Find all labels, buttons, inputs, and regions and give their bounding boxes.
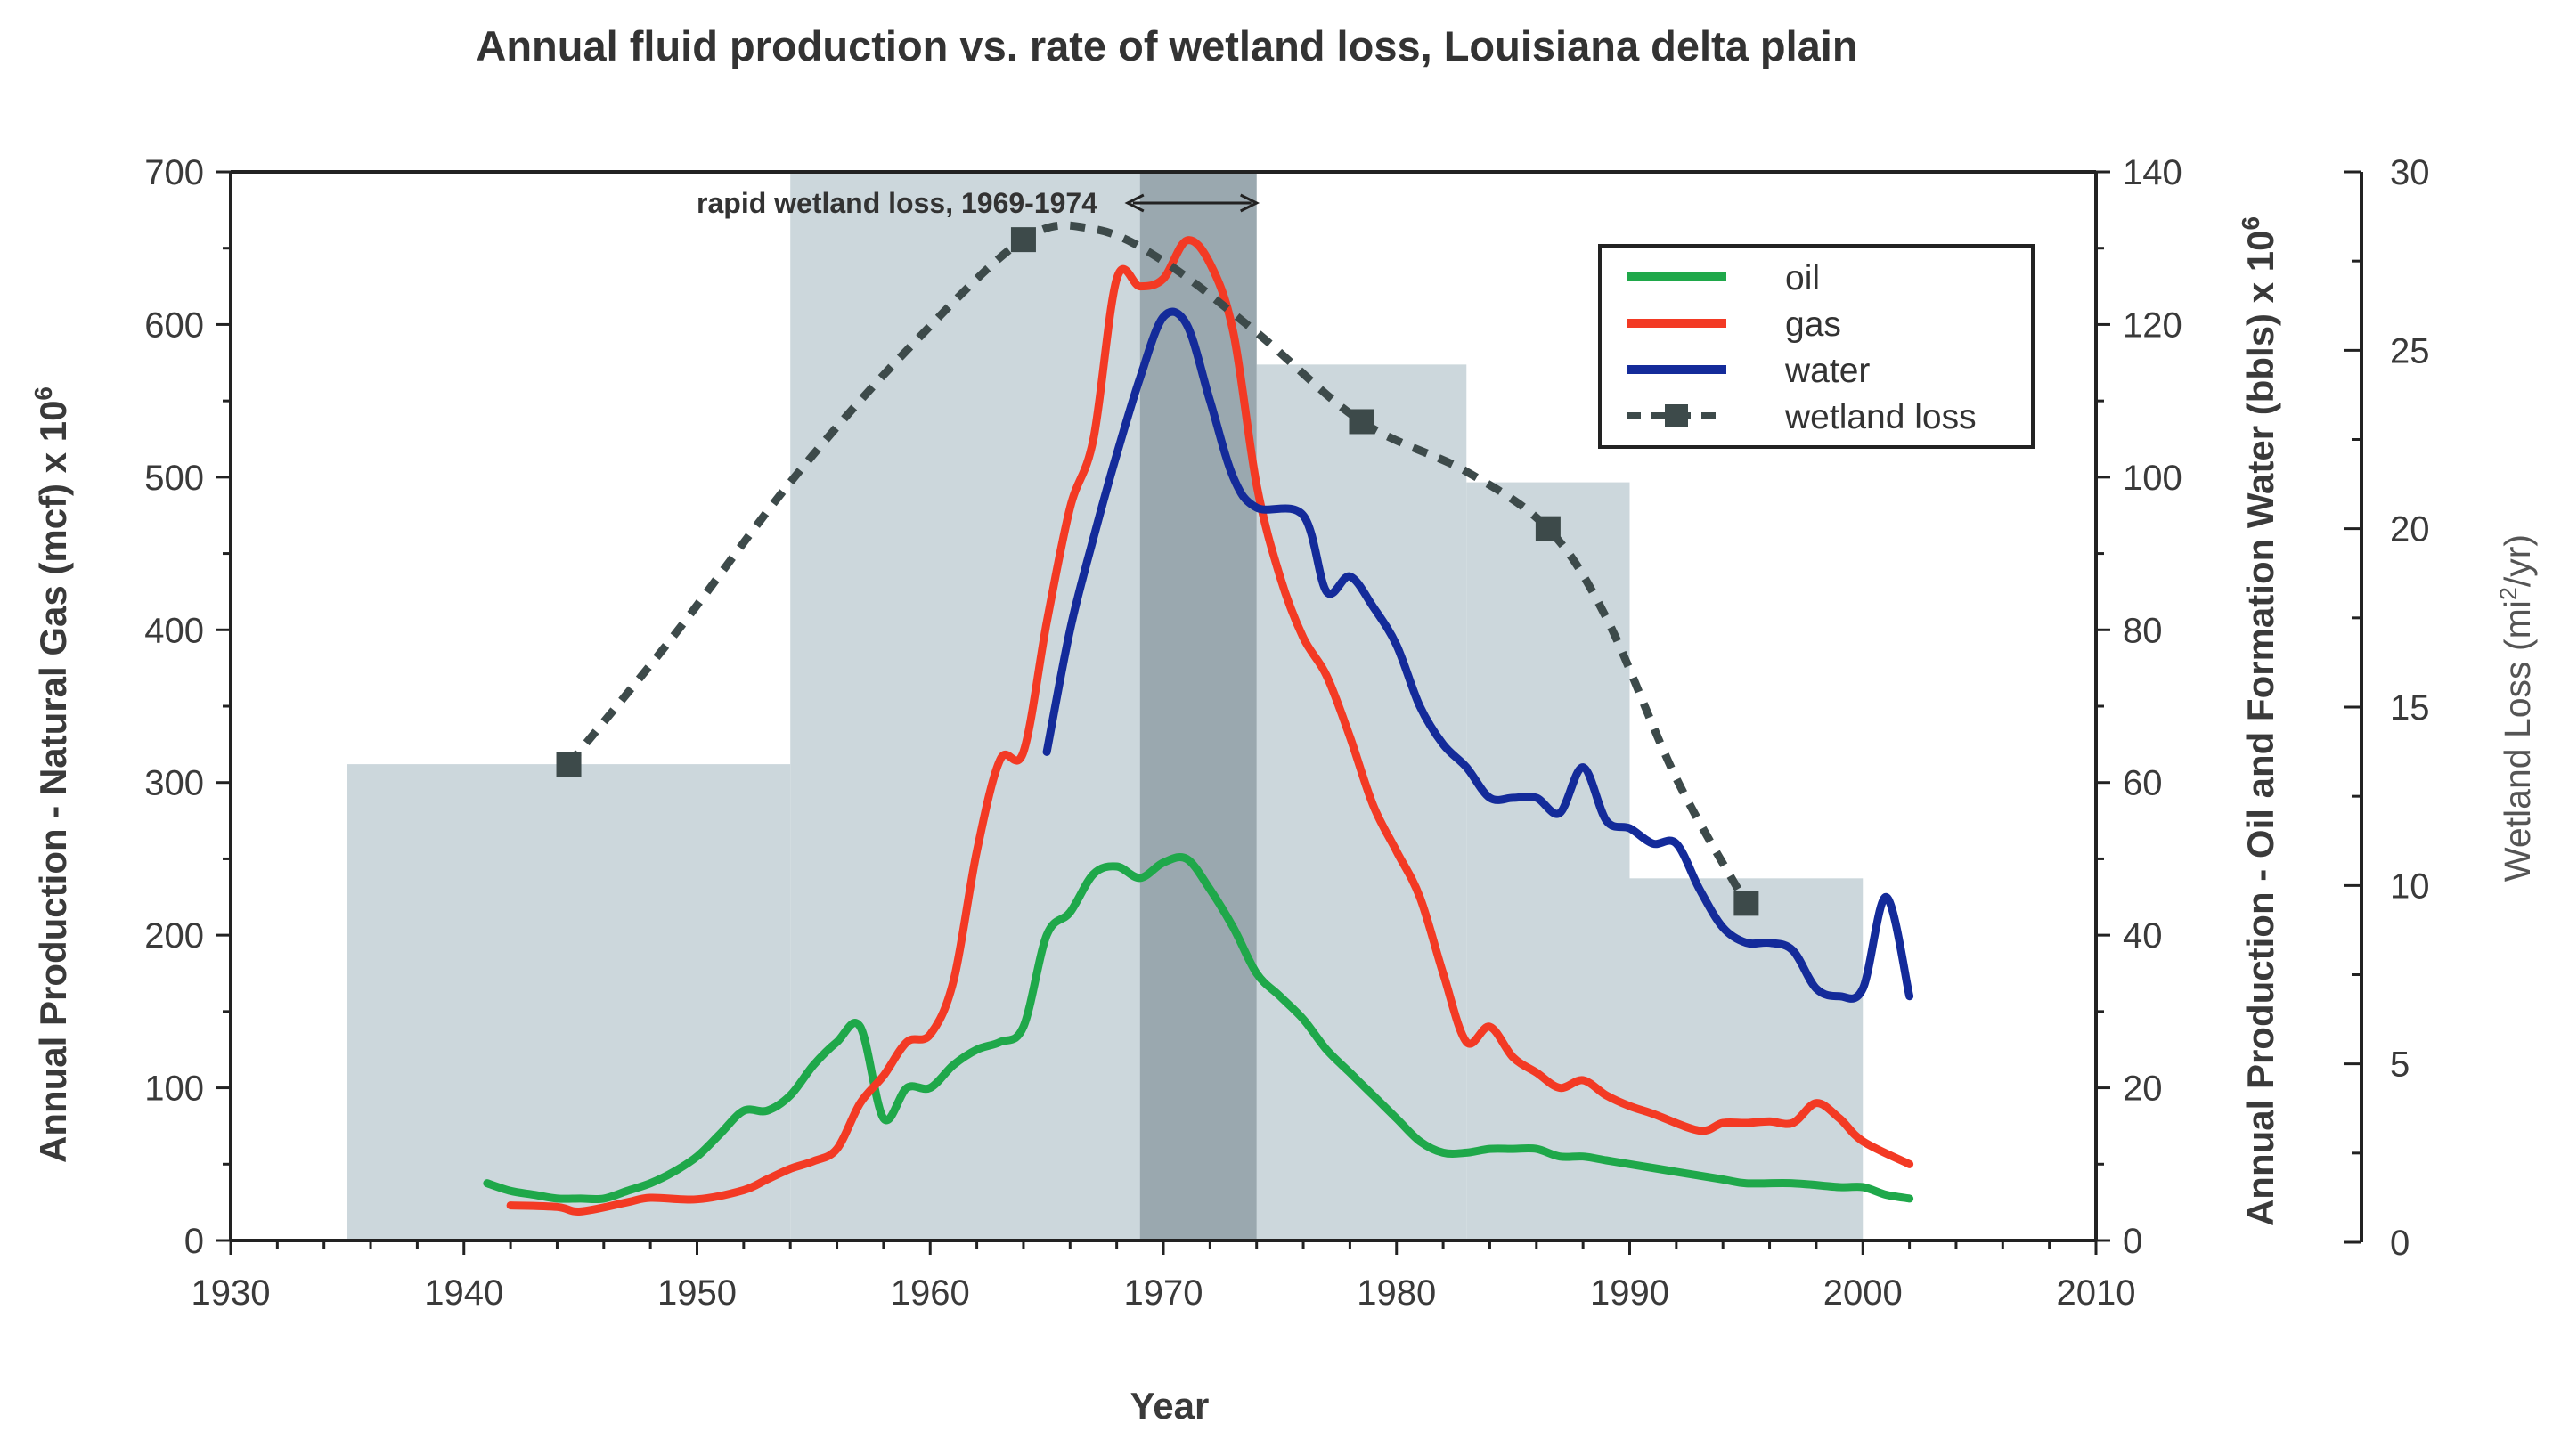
y-right-tick-label: 100	[2123, 459, 2182, 498]
series-line-water	[1042, 307, 1914, 1003]
y-axis-label-right-text: Annual Production - Oil and Formation Wa…	[2239, 231, 2281, 1227]
annotation-group: rapid wetland loss, 1969-1974	[697, 187, 1260, 219]
legend: oil gas water wetland loss	[1598, 244, 2035, 449]
x-tick-label: 2000	[1823, 1273, 1903, 1313]
tick-labels: 1930 1940 1950 1960 1970 1980 1990 2000 20100100…	[144, 153, 2429, 1313]
y-right-tick-label: 120	[2123, 305, 2182, 345]
wetland-loss-marker-0	[556, 752, 582, 777]
wetland-loss-marker-2	[1349, 409, 1374, 435]
y-right-tick-label: 80	[2123, 611, 2163, 650]
axes	[216, 170, 2363, 1255]
y-far-right-tick-label: 25	[2390, 331, 2430, 370]
y-far-right-tick-label: 20	[2390, 510, 2430, 549]
y-far-right-tick-label: 0	[2390, 1224, 2410, 1263]
annotation-label: rapid wetland loss, 1969-1974	[697, 187, 1097, 219]
x-tick-label: 1940	[424, 1273, 503, 1313]
y-right-tick-label: 0	[2123, 1222, 2142, 1261]
y-right-tick-label: 140	[2123, 153, 2182, 192]
y-axis-label-far-right: Wetland Loss (mi2/yr)	[2495, 534, 2538, 882]
y-left-tick-label: 200	[144, 916, 204, 956]
y-right-tick-label: 40	[2123, 916, 2163, 956]
wetland-loss-bar-2	[1256, 364, 1467, 1240]
wetland-loss-marker-3	[1535, 516, 1561, 541]
y-left-tick-label: 700	[144, 153, 204, 192]
wetland-loss-series	[556, 221, 1759, 916]
series-line-gas	[506, 236, 1914, 1216]
x-axis-label: Year	[1130, 1385, 1210, 1427]
chart-title: Annual fluid production vs. rate of wetl…	[476, 22, 1857, 69]
y-axis-label-far-right-exp: 2	[2495, 587, 2522, 600]
x-tick-label: 1990	[1590, 1273, 1669, 1313]
y-axis-label-right: Annual Production - Oil and Formation Wa…	[2237, 216, 2281, 1226]
y-axis-label-left-text: Annual Production - Natural Gas (mcf) x …	[32, 401, 74, 1163]
wetland-loss-marker-1	[1010, 227, 1036, 253]
wetland-loss-line	[566, 221, 1750, 906]
x-tick-label: 1930	[192, 1273, 271, 1313]
y-left-tick-label: 0	[184, 1222, 204, 1261]
y-far-right-tick-label: 5	[2390, 1045, 2410, 1085]
legend-label-oil: oil	[1785, 259, 1820, 297]
x-tick-label: 1970	[1124, 1273, 1203, 1313]
x-tick-label: 1980	[1357, 1273, 1436, 1313]
y-far-right-tick-label: 10	[2390, 866, 2430, 906]
legend-label-wetland-loss: wetland loss	[1784, 398, 1977, 436]
y-left-tick-label: 600	[144, 305, 204, 345]
x-tick-label: 2010	[2057, 1273, 2136, 1313]
wetland-loss-bar-3	[1466, 482, 1630, 1240]
y-axis-label-right-exp: 6	[2237, 216, 2264, 231]
y-far-right-tick-label: 15	[2390, 688, 2430, 728]
wetland-loss-bar-0	[347, 764, 791, 1240]
y-right-tick-label: 60	[2123, 764, 2163, 803]
y-axis-label-left: Annual Production - Natural Gas (mcf) x …	[29, 386, 74, 1163]
y-axis-label-far-right-tail: /yr)	[2497, 534, 2538, 587]
wetland-loss-marker-4	[1733, 891, 1759, 916]
series-line-oil	[483, 852, 1914, 1204]
y-right-tick-label: 20	[2123, 1070, 2163, 1109]
annotation-arrow	[1124, 193, 1260, 213]
x-tick-label: 1950	[657, 1273, 737, 1313]
y-axis-label-left-exp: 6	[29, 386, 57, 401]
annotation-arrow-left-head	[1124, 193, 1145, 213]
x-tick-label: 1960	[891, 1273, 970, 1313]
legend-label-gas: gas	[1785, 305, 1841, 344]
y-axis-label-far-right-text: Wetland Loss (mi	[2497, 600, 2538, 882]
y-left-tick-label: 300	[144, 764, 204, 803]
annotation-arrow-right-head	[1240, 193, 1260, 213]
y-far-right-tick-label: 30	[2390, 153, 2430, 192]
legend-label-water: water	[1784, 352, 1870, 390]
legend-marker-wetland-loss	[1665, 404, 1688, 427]
y-left-tick-label: 100	[144, 1070, 204, 1109]
y-left-tick-label: 400	[144, 611, 204, 650]
production-curves	[483, 236, 1914, 1216]
y-left-tick-label: 500	[144, 459, 204, 498]
